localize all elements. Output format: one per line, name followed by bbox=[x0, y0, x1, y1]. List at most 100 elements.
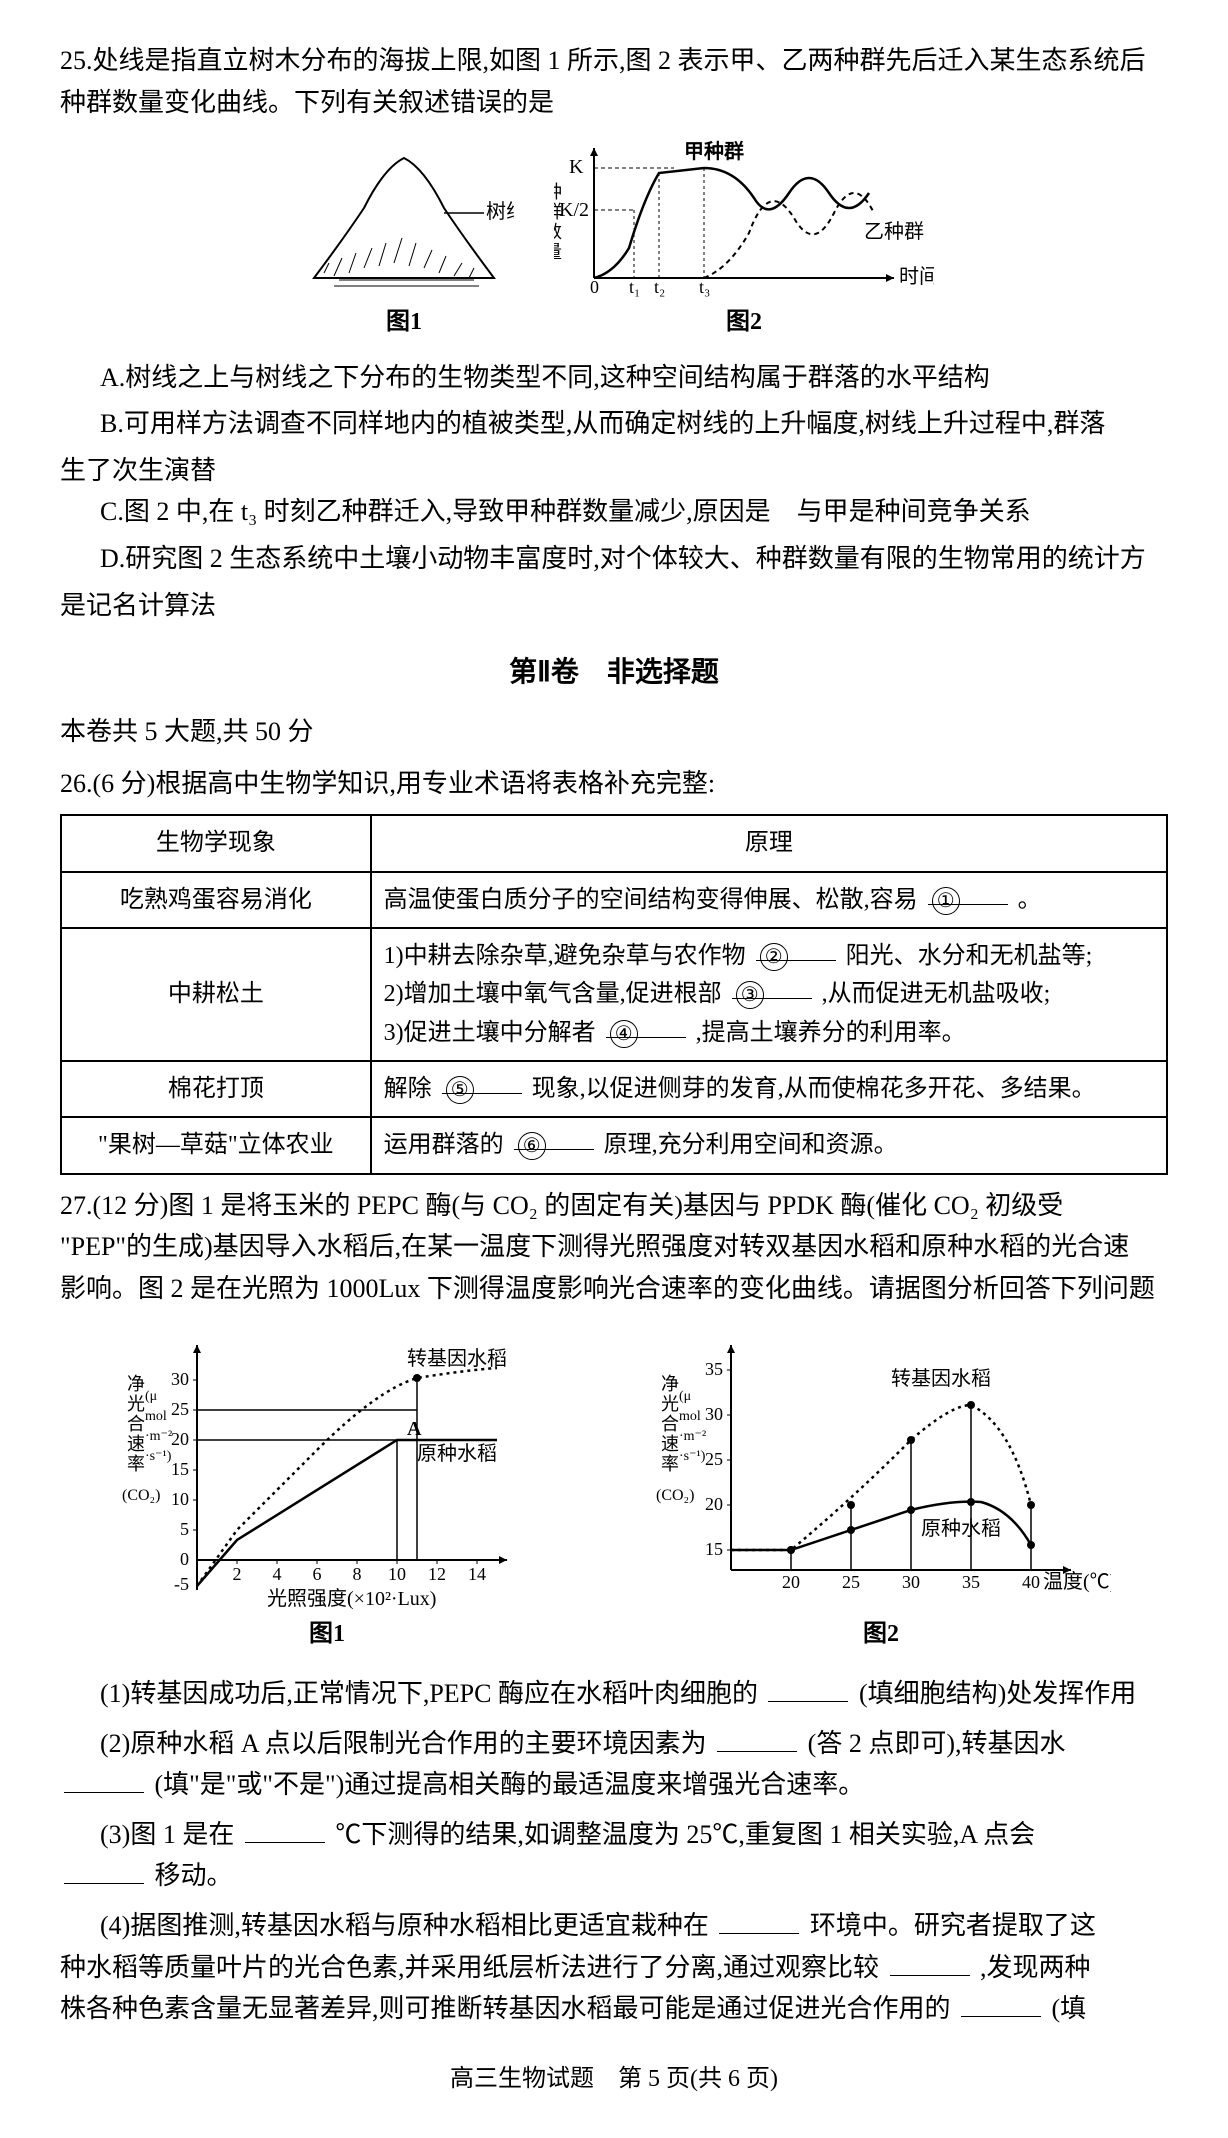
fig1-treeline-label: 树线 bbox=[486, 200, 514, 223]
r2-right: 1)中耕去除杂草,避免杂草与农作物 ② 阳光、水分和无机盐等; 2)增加土壤中氧… bbox=[371, 928, 1167, 1061]
q27-s2b: (答 2 点即可),转基因水 bbox=[808, 1729, 1066, 1758]
blank-s4b bbox=[890, 1952, 970, 1976]
q27-s4c: 种水稻等质量叶片的光合色素,并采用纸层析法进行了分离,通过观察比较 bbox=[60, 1953, 879, 1982]
c1-yl1: 净 bbox=[127, 1374, 145, 1394]
blank-s3b bbox=[64, 1860, 144, 1884]
fig2-K: K bbox=[569, 156, 584, 178]
c2-yl4: 速 bbox=[661, 1434, 679, 1454]
r2-r1a: 1)中耕去除杂草,避免杂草与农作物 bbox=[384, 943, 746, 969]
q27-s2a: (2)原种水稻 A 点以后限制光合作用的主要环境因素为 bbox=[100, 1729, 707, 1758]
c2-x25: 25 bbox=[842, 1572, 860, 1592]
section2-title: 第Ⅱ卷 非选择题 bbox=[60, 651, 1168, 696]
blank-s4c bbox=[961, 1993, 1041, 2017]
q26-stem: 26.(6 分)根据高中生物学知识,用专业术语将表格补充完整: bbox=[60, 763, 1168, 805]
blank-2: ② bbox=[760, 943, 788, 971]
r2-r2b: ,从而促进无机盐吸收; bbox=[822, 981, 1051, 1007]
c2-y25: 25 bbox=[705, 1449, 723, 1469]
c1-y15: 15 bbox=[171, 1459, 189, 1479]
chart1-label: 图1 bbox=[309, 1615, 345, 1653]
q27-sub4c: 种水稻等质量叶片的光合色素,并采用纸层析法进行了分离,通过观察比较 ,发现两种 bbox=[60, 1947, 1168, 1989]
blank-5-line: ⑤ bbox=[442, 1070, 522, 1094]
r4-rb: 原理,充分利用空间和资源。 bbox=[604, 1132, 898, 1158]
q27-s4f: (填 bbox=[1052, 1994, 1087, 2023]
r2-r3b: ,提高土壤养分的利用率。 bbox=[696, 1020, 966, 1046]
c1-x6: 6 bbox=[313, 1564, 322, 1584]
c1-yl5: 率 bbox=[127, 1454, 145, 1474]
chart2-label: 图2 bbox=[863, 1615, 899, 1653]
c1-original: 原种水稻 bbox=[417, 1442, 497, 1465]
fig2-popB: 乙种群 bbox=[864, 220, 924, 243]
c1-pointA: A bbox=[407, 1418, 422, 1440]
q27-charts: -5 0 5 10 15 20 25 30 2 4 6 bbox=[60, 1330, 1168, 1653]
c1-y0: 0 bbox=[180, 1549, 189, 1569]
c2-transgenic: 转基因水稻 bbox=[891, 1367, 991, 1390]
c2-yu1: (μ bbox=[679, 1389, 691, 1404]
q25-optA: A.树线之上与树线之下分布的生物类型不同,这种空间结构属于群落的水平结构 bbox=[100, 357, 1168, 399]
q25-optC: C.图 2 中,在 t₃ 时刻乙种群迁入,导致甲种群数量减少,原因是 与甲是种间… bbox=[100, 491, 1168, 533]
fig1-label: 图1 bbox=[386, 303, 422, 341]
c1-y5: 5 bbox=[180, 1519, 189, 1539]
r1-left: 吃熟鸡蛋容易消化 bbox=[61, 872, 371, 928]
r1-right-a: 高温使蛋白质分子的空间结构变得伸展、松散,容易 bbox=[384, 887, 918, 913]
c1-xlabel: 光照强度(×10²·Lux) bbox=[267, 1587, 436, 1610]
blank-5: ⑤ bbox=[446, 1076, 474, 1104]
figure1-svg: 树线 bbox=[294, 138, 514, 298]
q27-s1b: (填细胞结构)处发挥作用 bbox=[859, 1679, 1136, 1708]
blank-3: ③ bbox=[736, 981, 764, 1009]
r3-right: 解除 ⑤ 现象,以促进侧芽的发育,从而使棉花多开花、多结果。 bbox=[371, 1061, 1167, 1117]
q25-stem: 25.处线是指直立树木分布的海拔上限,如图 1 所示,图 2 表示甲、乙两种群先… bbox=[60, 40, 1168, 123]
c2-yu2: mol bbox=[679, 1409, 701, 1424]
c2-x30: 30 bbox=[902, 1572, 920, 1592]
blank-1-line: ① bbox=[928, 881, 1008, 905]
fig2-K2: K/2 bbox=[559, 199, 589, 221]
c2-yl1: 净 bbox=[661, 1374, 679, 1394]
blank-4-line: ④ bbox=[606, 1014, 686, 1038]
q27-sub3: (3)图 1 是在 ℃下测得的结果,如调整温度为 25℃,重复图 1 相关实验,… bbox=[60, 1814, 1168, 1856]
q27-stem1: 27.(12 分)图 1 是将玉米的 PEPC 酶(与 CO₂ 的固定有关)基因… bbox=[60, 1185, 1168, 1227]
c2-x20: 20 bbox=[782, 1572, 800, 1592]
c2-x40: 40 bbox=[1022, 1572, 1040, 1592]
fig2-ylabel-1: 种 bbox=[554, 182, 562, 202]
q27-s3c: 移动。 bbox=[155, 1861, 233, 1890]
fig2-t2: t₂ bbox=[654, 277, 665, 297]
c1-y10: 10 bbox=[171, 1489, 189, 1509]
q27-sub2c: (填"是"或"不是")通过提高相关酶的最适温度来增强光合速率。 bbox=[60, 1764, 1168, 1806]
c1-transgenic: 转基因水稻 bbox=[407, 1347, 507, 1370]
q27-s4b: 环境中。研究者提取了这 bbox=[810, 1911, 1096, 1940]
c1-yu4: ·s⁻¹) bbox=[145, 1449, 172, 1464]
q27-s2c: (填"是"或"不是")通过提高相关酶的最适温度来增强光合速率。 bbox=[155, 1770, 865, 1799]
c1-yu2: mol bbox=[145, 1409, 167, 1424]
c1-yl3: 合 bbox=[127, 1414, 145, 1434]
r4-right: 运用群落的 ⑥ 原理,充分利用空间和资源。 bbox=[371, 1117, 1167, 1173]
r2-r2a: 2)增加土壤中氧气含量,促进根部 bbox=[384, 981, 722, 1007]
blank-6: ⑥ bbox=[518, 1132, 546, 1160]
q27-s4a: (4)据图推测,转基因水稻与原种水稻相比更适宜栽种在 bbox=[100, 1911, 709, 1940]
c2-xlabel: 温度(℃) bbox=[1043, 1570, 1111, 1593]
c1-x10: 10 bbox=[388, 1564, 406, 1584]
c1-yl2: 光 bbox=[127, 1394, 145, 1414]
th-phenomenon: 生物学现象 bbox=[61, 815, 371, 871]
q27-s4e: 株各种色素含量无显著差异,则可推断转基因水稻最可能是通过促进光合作用的 bbox=[60, 1994, 951, 2023]
q27-sub4: (4)据图推测,转基因水稻与原种水稻相比更适宜栽种在 环境中。研究者提取了这 bbox=[60, 1905, 1168, 1947]
c2-y35: 35 bbox=[705, 1359, 723, 1379]
q27-sub3c: 移动。 bbox=[60, 1855, 1168, 1897]
c2-yl2: 光 bbox=[661, 1394, 679, 1414]
q25-figures: 树线 图1 K K/2 t₁ t₂ t₃ 甲种群 bbox=[60, 138, 1168, 341]
fig2-ylabel-3: 数 bbox=[554, 222, 562, 242]
q25-optD: D.研究图 2 生态系统中土壤小动物丰富度时,对个体较大、种群数量有限的生物常用… bbox=[100, 538, 1168, 580]
q27-s4d: ,发现两种 bbox=[980, 1953, 1091, 1982]
c2-yu4: ·s⁻¹) bbox=[679, 1449, 706, 1464]
q27-s3a: (3)图 1 是在 bbox=[100, 1820, 234, 1849]
c1-yl4: 速 bbox=[127, 1434, 145, 1454]
c1-x4: 4 bbox=[273, 1564, 282, 1584]
c1-y20: 20 bbox=[171, 1429, 189, 1449]
c1-y-5: -5 bbox=[174, 1574, 189, 1594]
r1-right-b: 。 bbox=[1018, 887, 1042, 913]
blank-s3a bbox=[245, 1819, 325, 1843]
q27-sub4e: 株各种色素含量无显著差异,则可推断转基因水稻最可能是通过促进光合作用的 (填 bbox=[60, 1988, 1168, 2030]
fig2-t3: t₃ bbox=[699, 277, 710, 297]
chart2-svg: 15 20 25 30 35 20 25 30 35 40 bbox=[651, 1330, 1111, 1610]
figure1-container: 树线 图1 bbox=[294, 138, 514, 341]
blank-2-line: ② bbox=[756, 937, 836, 961]
section2-intro: 本卷共 5 大题,共 50 分 bbox=[60, 711, 1168, 753]
